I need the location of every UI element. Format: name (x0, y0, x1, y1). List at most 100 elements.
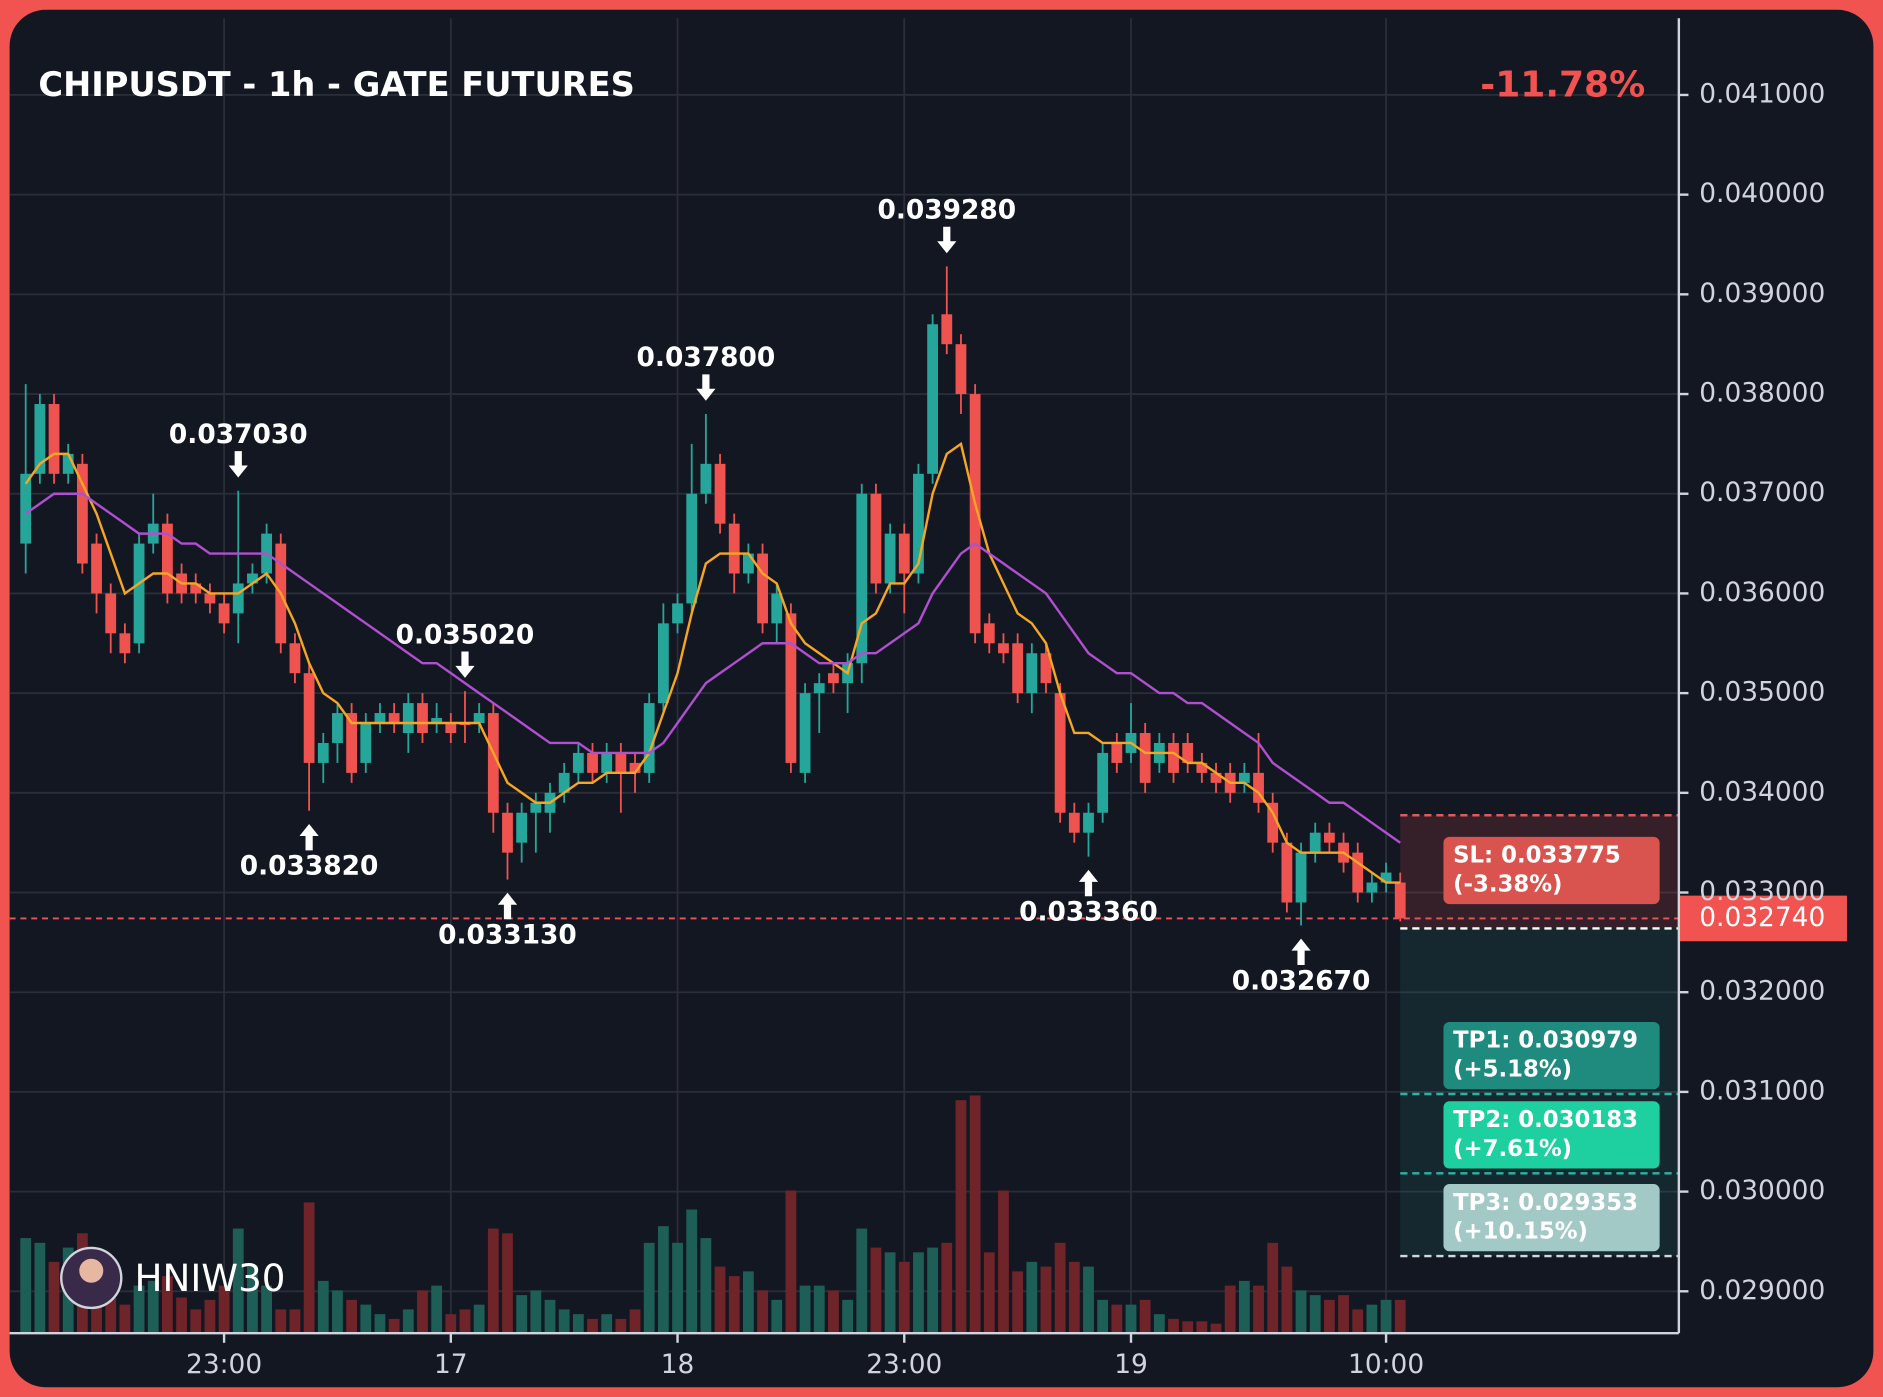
candle-body (757, 553, 768, 624)
volume-bar (955, 1100, 967, 1334)
volume-bar (1040, 1266, 1052, 1334)
volume-bar (1394, 1299, 1406, 1334)
level-box (1443, 1184, 1660, 1252)
volume-bar (672, 1242, 683, 1334)
y-tick-label: 0.029000 (1699, 1275, 1825, 1306)
volume-bar (1182, 1321, 1194, 1334)
candle-body (1323, 832, 1335, 843)
y-tick-label: 0.033000 (1699, 876, 1825, 907)
candle-body (686, 493, 698, 604)
volume-bar (1068, 1261, 1080, 1334)
volume-bar (587, 1318, 598, 1334)
volume-bar (700, 1238, 712, 1334)
candle-body (1168, 742, 1179, 773)
volume-bar (842, 1299, 853, 1334)
y-tick-label: 0.034000 (1699, 776, 1825, 807)
volume-bar (771, 1299, 783, 1334)
volume-bar (190, 1309, 202, 1334)
volume-bar (1026, 1261, 1038, 1334)
candle-body (1238, 772, 1250, 783)
annotation: 0.033820 (240, 851, 379, 882)
candle-body (218, 603, 230, 624)
candle-body (1068, 812, 1080, 833)
candle-body (1083, 812, 1094, 833)
candle-body (1267, 802, 1279, 843)
y-tick-label: 0.030000 (1699, 1175, 1825, 1206)
candle-body (927, 324, 939, 474)
candle-body (813, 683, 825, 694)
volume-bar (417, 1290, 428, 1334)
volume-bar (275, 1309, 287, 1334)
level-pct: (+7.61%) (1453, 1136, 1572, 1162)
level-box (1443, 1101, 1660, 1169)
volume-bar (402, 1309, 414, 1334)
arrow-up (1291, 938, 1311, 966)
candle-body (913, 473, 924, 574)
volume-bar (502, 1233, 513, 1334)
candle-body (317, 742, 329, 763)
volume-bar (813, 1285, 825, 1334)
candle-body (728, 523, 740, 574)
volume-bar (1253, 1285, 1264, 1334)
change: -11.78% (1480, 65, 1645, 106)
candle-body (247, 573, 258, 584)
arrow-up (497, 892, 518, 920)
volume-bar (657, 1226, 669, 1334)
chart-title: CHIPUSDT - 1h - GATE FUTURES (38, 65, 634, 104)
candle-body (1352, 852, 1364, 893)
candle-body (133, 543, 145, 644)
candle-body (232, 583, 244, 614)
volume-bar (176, 1297, 187, 1334)
volume-bar (941, 1242, 953, 1334)
level-box (1443, 836, 1660, 905)
level-pct: (-3.38%) (1453, 871, 1562, 897)
level-label: TP3: 0.029353 (1453, 1190, 1638, 1216)
candle-body (1196, 762, 1208, 773)
volume-bar (289, 1309, 301, 1334)
x-tick-label: 23:00 (866, 1349, 942, 1380)
volume-bar (445, 1314, 457, 1334)
volume-bar (728, 1276, 740, 1334)
arrow-up (299, 823, 319, 851)
candle-body (1012, 643, 1024, 694)
volume-bar (884, 1252, 896, 1334)
candle-body (1210, 772, 1222, 783)
candle-body (332, 713, 343, 743)
volume-bar (714, 1266, 726, 1334)
volume-bar (473, 1304, 485, 1334)
candle-body (941, 314, 953, 345)
avatar-face (79, 1258, 104, 1283)
candle-body (402, 703, 414, 734)
moving-average (25, 492, 1401, 844)
last-price-tag (1678, 895, 1847, 942)
candle-body (1394, 882, 1406, 919)
volume-bar (346, 1299, 358, 1334)
x-tick-label: 17 (434, 1349, 468, 1380)
arrow-down (937, 226, 957, 254)
candle-body (431, 718, 443, 724)
volume-bar (686, 1209, 698, 1334)
volume-bar (232, 1228, 244, 1334)
y-tick-label: 0.038000 (1699, 378, 1825, 409)
candle-body (1366, 882, 1378, 893)
volume-bar (572, 1314, 584, 1334)
y-tick-label: 0.032000 (1699, 976, 1825, 1007)
candle-body (516, 812, 528, 843)
volume-bar (1338, 1295, 1349, 1334)
volume-bar (516, 1295, 528, 1334)
volume-bar (1352, 1309, 1364, 1334)
volume-bar (1380, 1299, 1392, 1334)
volume-bar (317, 1280, 329, 1334)
candle-body (502, 812, 513, 853)
volume-bar (133, 1285, 145, 1334)
candle-body (473, 713, 485, 724)
level-pct: (+5.18%) (1453, 1056, 1572, 1082)
volume-bar (742, 1271, 754, 1334)
candle-body (48, 404, 60, 474)
volume-bar (1054, 1242, 1066, 1334)
volume-bar (1153, 1314, 1165, 1334)
candle-body (374, 713, 386, 724)
level-box (1443, 1021, 1660, 1090)
arrow-down (228, 451, 248, 478)
volume-bar (969, 1095, 981, 1334)
